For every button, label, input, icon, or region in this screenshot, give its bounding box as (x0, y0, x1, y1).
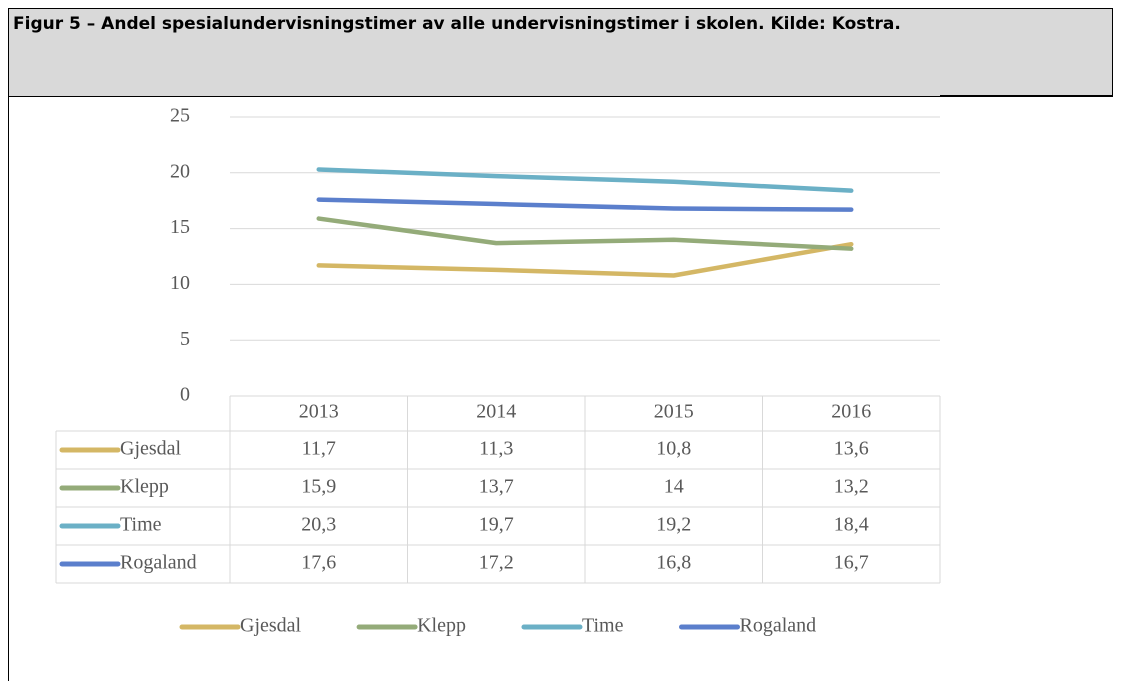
table-cell: 17,6 (301, 552, 336, 574)
table-cell: 10,8 (656, 438, 691, 460)
figure-caption: Figur 5 – Andel spesialundervisningstime… (8, 8, 1113, 97)
x-tick-label: 2015 (654, 401, 694, 423)
table-cell: 13,6 (834, 438, 869, 460)
legend-label: Time (582, 615, 624, 637)
table-cell: 19,2 (656, 514, 691, 536)
legend-label: Klepp (417, 615, 466, 637)
x-tick-label: 2014 (476, 401, 516, 423)
legend-label: Gjesdal (240, 615, 302, 637)
table-cell: 13,2 (834, 476, 869, 498)
table-row-label: Gjesdal (120, 438, 182, 460)
table-cell: 17,2 (479, 552, 514, 574)
y-tick-label: 20 (170, 160, 190, 182)
table-cell: 20,3 (301, 514, 336, 536)
table-cell: 19,7 (479, 514, 514, 536)
legend-label: Rogaland (740, 615, 817, 637)
table-cell: 11,3 (479, 438, 513, 460)
table-row-label: Time (120, 514, 162, 536)
y-tick-label: 25 (170, 105, 190, 127)
table-row-label: Rogaland (120, 552, 197, 574)
table-cell: 11,7 (302, 438, 336, 460)
table-cell: 14 (664, 476, 684, 498)
series-line (316, 241, 854, 278)
table-cell: 13,7 (479, 476, 514, 498)
table-cell: 18,4 (834, 514, 869, 536)
y-tick-label: 0 (180, 384, 190, 406)
y-tick-label: 15 (170, 216, 190, 238)
x-tick-label: 2013 (299, 401, 339, 423)
table-cell: 16,7 (834, 552, 869, 574)
y-tick-label: 5 (180, 328, 190, 350)
table-cell: 16,8 (656, 552, 691, 574)
series-line (316, 197, 854, 212)
series-line (316, 216, 854, 251)
table-row-label: Klepp (120, 476, 169, 498)
x-tick-label: 2016 (831, 401, 871, 423)
table-cell: 15,9 (301, 476, 336, 498)
series-line (316, 167, 854, 193)
y-tick-label: 10 (170, 272, 190, 294)
